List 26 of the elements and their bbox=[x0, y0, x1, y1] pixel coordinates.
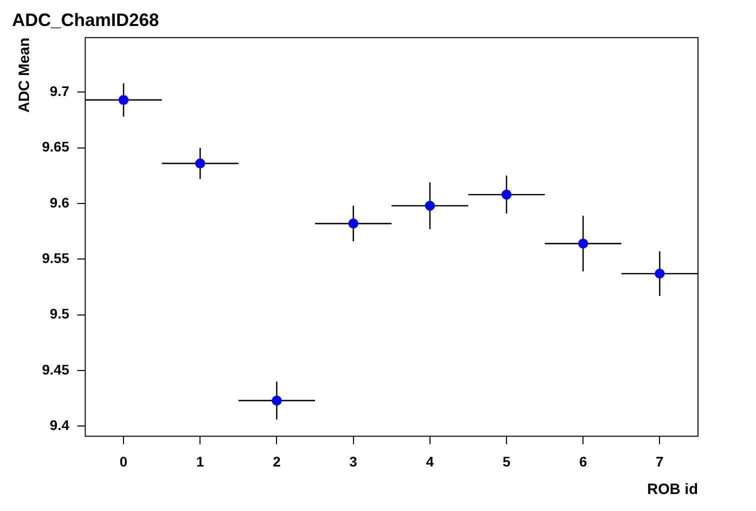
y-tick-label: 9.7 bbox=[50, 83, 70, 100]
y-tick-label: 9.4 bbox=[50, 417, 70, 434]
x-tick-label: 5 bbox=[502, 453, 511, 470]
chart-title: ADC_ChamID268 bbox=[12, 10, 160, 30]
point bbox=[424, 200, 435, 211]
x-tick-label: 7 bbox=[656, 453, 664, 470]
y-tick-label: 9.6 bbox=[50, 194, 70, 210]
point bbox=[195, 158, 206, 168]
point bbox=[654, 268, 665, 279]
x-tick-label: 0 bbox=[120, 453, 128, 470]
y-tick-label: 9.5 bbox=[50, 306, 70, 322]
y-tick-label: 9.45 bbox=[42, 361, 70, 378]
x-tick-label: 4 bbox=[426, 453, 434, 470]
x-tick-label: 6 bbox=[579, 453, 588, 470]
x-tick-label: 3 bbox=[349, 453, 358, 470]
point bbox=[348, 218, 358, 229]
x-tick-label: 1 bbox=[196, 453, 204, 470]
y-axis-title: ADC Mean bbox=[16, 38, 34, 113]
y-tick-label: 9.65 bbox=[42, 138, 70, 155]
point bbox=[272, 396, 282, 406]
point bbox=[502, 190, 512, 200]
x-axis-title: ROB id bbox=[647, 481, 698, 498]
y-tick-label: 9.55 bbox=[42, 250, 70, 266]
point bbox=[118, 94, 129, 105]
point bbox=[578, 238, 588, 249]
x-tick-label: 2 bbox=[272, 453, 281, 470]
